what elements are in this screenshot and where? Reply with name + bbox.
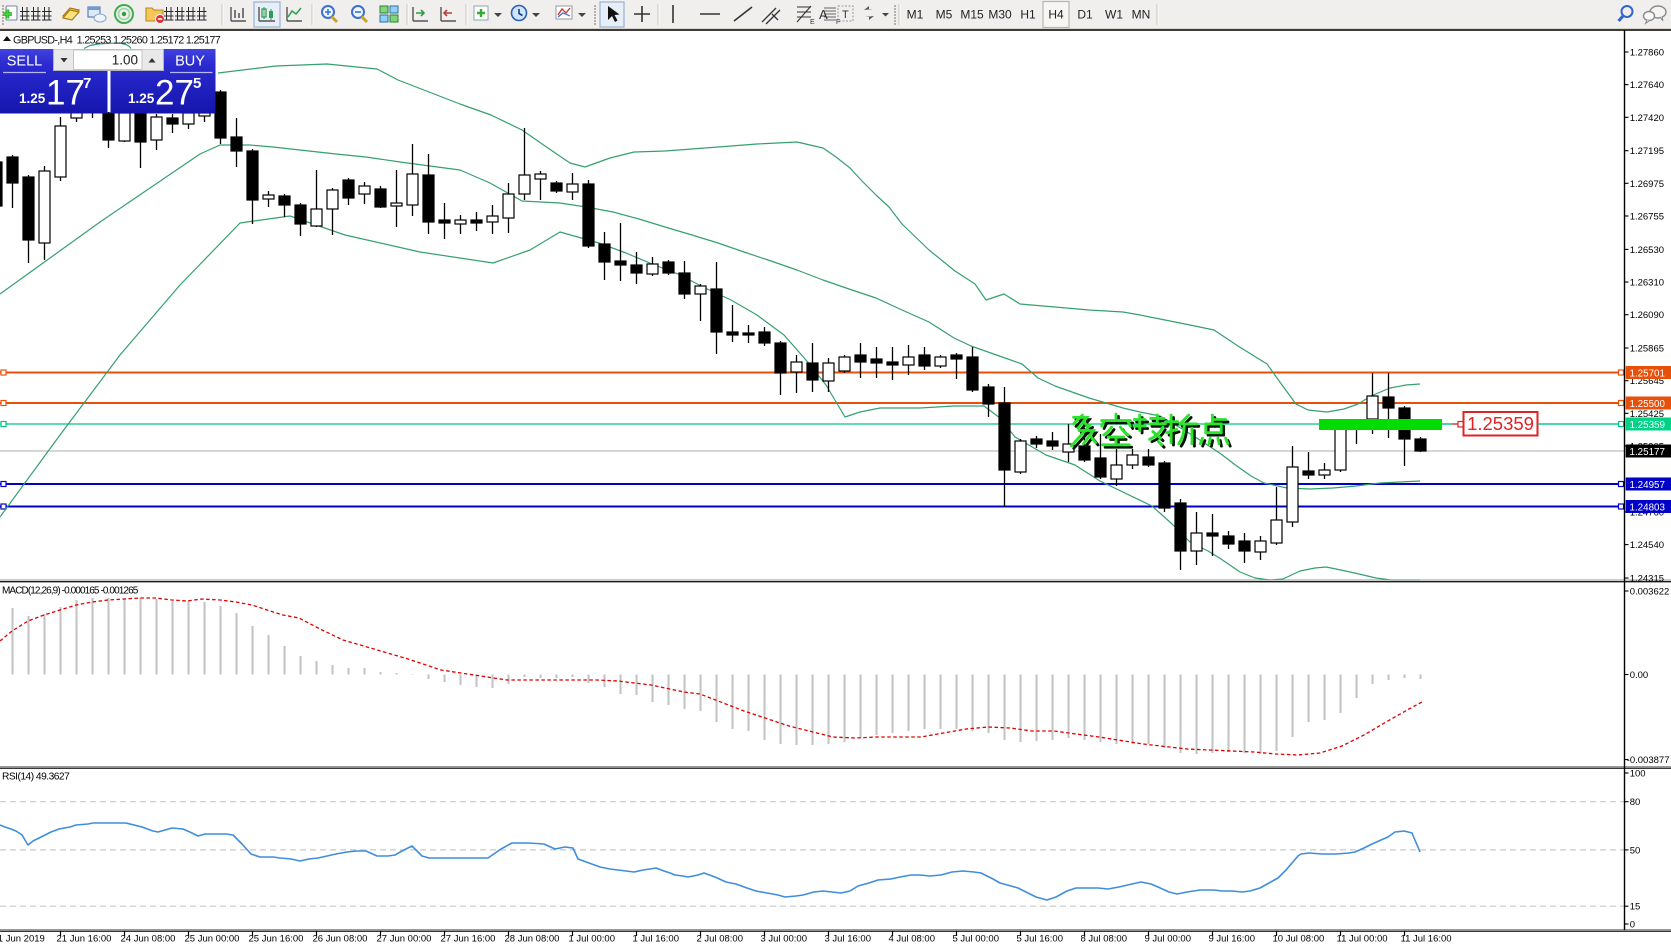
svg-text:11 Jul 00:00: 11 Jul 00:00 (1337, 934, 1388, 945)
svg-text:1.27195: 1.27195 (1630, 146, 1664, 157)
svg-text:1.27860: 1.27860 (1630, 48, 1664, 59)
svg-text:10 Jul 08:00: 10 Jul 08:00 (1273, 934, 1325, 945)
svg-text:9 Jul 00:00: 9 Jul 00:00 (1145, 934, 1191, 945)
svg-text:80: 80 (1630, 797, 1641, 808)
svg-text:1.24803: 1.24803 (1630, 502, 1666, 513)
svg-text:E: E (810, 19, 815, 26)
svg-text:1 Jul 16:00: 1 Jul 16:00 (633, 934, 679, 945)
svg-text:7: 7 (83, 75, 91, 92)
svg-text:-0.003877: -0.003877 (1627, 755, 1670, 766)
svg-text:0.00: 0.00 (1630, 670, 1649, 681)
svg-text:1.25701: 1.25701 (1630, 368, 1665, 379)
svg-text:1.26090: 1.26090 (1630, 310, 1664, 321)
svg-text:1.25865: 1.25865 (1630, 344, 1664, 355)
svg-text:0: 0 (1630, 920, 1635, 931)
svg-text:W1: W1 (1105, 8, 1123, 22)
svg-text:H1: H1 (1020, 8, 1036, 22)
svg-text:8 Jul 08:00: 8 Jul 08:00 (1081, 934, 1127, 945)
svg-text:25 Jun 16:00: 25 Jun 16:00 (249, 934, 304, 945)
svg-text:3 Jul 00:00: 3 Jul 00:00 (761, 934, 807, 945)
svg-text:M30: M30 (988, 8, 1012, 22)
svg-text:1.26310: 1.26310 (1630, 278, 1664, 289)
svg-text:1.26755: 1.26755 (1630, 212, 1664, 223)
svg-text:1.26975: 1.26975 (1630, 179, 1664, 190)
svg-text:5: 5 (193, 75, 201, 92)
svg-text:1.25425: 1.25425 (1630, 409, 1664, 420)
svg-text:1.27420: 1.27420 (1630, 113, 1664, 124)
svg-text:15: 15 (1630, 902, 1641, 913)
svg-text:4 Jul 08:00: 4 Jul 08:00 (889, 934, 935, 945)
svg-text:1.25177: 1.25177 (1630, 447, 1665, 458)
svg-text:1.25: 1.25 (19, 91, 46, 106)
svg-text:21 Jun 16:00: 21 Jun 16:00 (57, 934, 112, 945)
svg-text:MACD(12,26,9) -0.000165 -0.001: MACD(12,26,9) -0.000165 -0.001265 (2, 586, 139, 597)
svg-text:27: 27 (155, 74, 194, 113)
svg-text:24 Jun 08:00: 24 Jun 08:00 (121, 934, 176, 945)
svg-text:11 Jul 16:00: 11 Jul 16:00 (1401, 934, 1452, 945)
svg-text:5 Jul 16:00: 5 Jul 16:00 (1017, 934, 1063, 945)
svg-text:BUY: BUY (175, 54, 205, 70)
svg-text:1.24957: 1.24957 (1630, 480, 1665, 491)
svg-text:M15: M15 (960, 8, 984, 22)
svg-text:M5: M5 (936, 8, 953, 22)
svg-text:D1: D1 (1077, 8, 1093, 22)
svg-text:H4: H4 (1048, 8, 1064, 22)
svg-text:26 Jun 08:00: 26 Jun 08:00 (313, 934, 368, 945)
svg-text:27 Jun 00:00: 27 Jun 00:00 (377, 934, 432, 945)
svg-text:1.25: 1.25 (128, 91, 155, 106)
svg-text:1.25359: 1.25359 (1630, 420, 1665, 431)
svg-text:17: 17 (46, 74, 85, 113)
svg-text:5 Jul 00:00: 5 Jul 00:00 (953, 934, 999, 945)
svg-text:50: 50 (1630, 845, 1641, 856)
svg-text:MN: MN (1132, 8, 1151, 22)
svg-text:1 Jul 00:00: 1 Jul 00:00 (569, 934, 615, 945)
svg-text:25 Jun 00:00: 25 Jun 00:00 (185, 934, 240, 945)
svg-text:1.25645: 1.25645 (1630, 376, 1664, 387)
svg-text:RSI(14) 49.3627: RSI(14) 49.3627 (2, 772, 70, 783)
svg-text:F: F (836, 19, 840, 26)
svg-text:1.25500: 1.25500 (1630, 399, 1666, 410)
svg-text:1.25359: 1.25359 (1467, 413, 1534, 434)
svg-text:M1: M1 (907, 8, 924, 22)
svg-text:0.003622: 0.003622 (1630, 587, 1670, 598)
svg-text:1.26530: 1.26530 (1630, 245, 1664, 256)
svg-text:9 Jul 16:00: 9 Jul 16:00 (1209, 934, 1255, 945)
svg-text:1.00: 1.00 (112, 53, 138, 68)
svg-text:1.27640: 1.27640 (1630, 80, 1664, 91)
svg-text:27 Jun 16:00: 27 Jun 16:00 (441, 934, 496, 945)
svg-text:SELL: SELL (7, 54, 42, 70)
svg-text:1.24540: 1.24540 (1630, 540, 1664, 551)
svg-text:100: 100 (1630, 769, 1646, 780)
svg-text:21 Jun 2019: 21 Jun 2019 (0, 934, 45, 945)
svg-text:1.24315: 1.24315 (1630, 574, 1664, 585)
svg-text:28 Jun 08:00: 28 Jun 08:00 (505, 934, 560, 945)
svg-text:GBPUSD-,H4 1.25253 1.25260 1.: GBPUSD-,H4 1.25253 1.25260 1.25172 1.251… (13, 35, 221, 47)
svg-text:2 Jul 08:00: 2 Jul 08:00 (697, 934, 743, 945)
svg-text:3 Jul 16:00: 3 Jul 16:00 (825, 934, 871, 945)
svg-text:A: A (819, 7, 828, 22)
svg-text:T: T (842, 9, 849, 21)
